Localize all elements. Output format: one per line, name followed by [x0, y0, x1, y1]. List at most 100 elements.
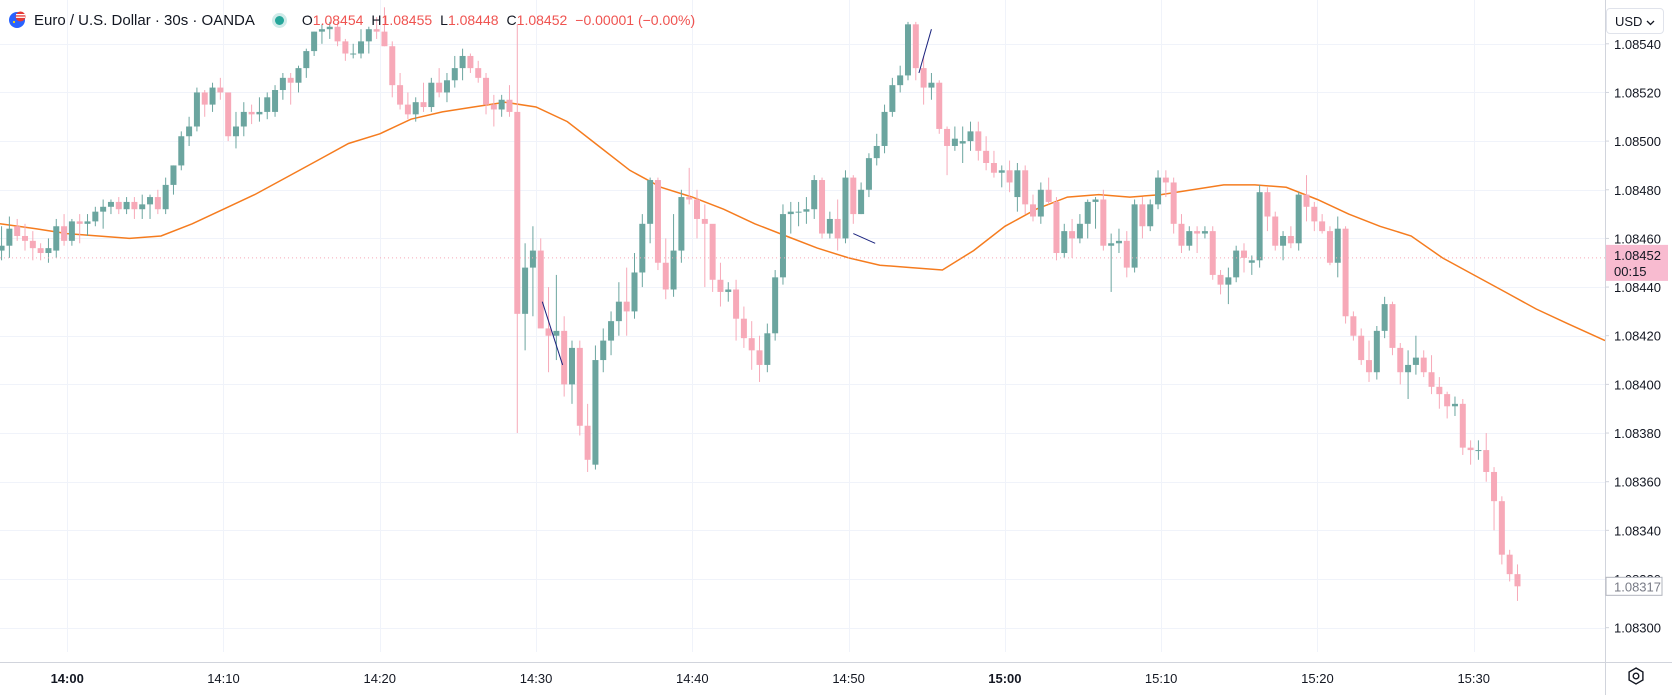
secondary-price-tag-price: 1.08317: [1614, 579, 1661, 594]
price-tick-label: 1.08520: [1614, 85, 1661, 100]
candle-body: [318, 29, 325, 32]
candle: [1295, 192, 1302, 251]
candle: [1045, 177, 1052, 205]
candle-body: [1115, 240, 1122, 244]
candle-body: [1084, 201, 1091, 224]
candle-body: [279, 77, 286, 91]
candle-body: [1092, 199, 1099, 202]
candle: [1373, 326, 1380, 380]
candle: [1256, 184, 1263, 268]
candle: [1014, 163, 1021, 212]
candle: [272, 85, 279, 117]
candle-body: [772, 277, 779, 334]
candle: [84, 214, 91, 236]
candle-body: [967, 131, 974, 142]
candle: [1350, 311, 1357, 341]
annotations-layer: [541, 29, 932, 366]
candle-body: [1295, 194, 1302, 244]
candle: [615, 282, 622, 336]
candle: [733, 279, 740, 341]
candle-body: [1373, 330, 1380, 373]
candle: [459, 48, 466, 81]
currency-selector[interactable]: USD: [1606, 8, 1664, 34]
candle-body: [819, 180, 826, 234]
candle: [1303, 175, 1310, 222]
candle-body: [631, 272, 638, 312]
candle: [45, 238, 52, 263]
candle: [14, 218, 21, 241]
candle-body: [779, 214, 786, 278]
euro-dollar-flag-icon: [8, 11, 26, 29]
time-tick-label: 14:50: [832, 671, 865, 686]
candle-body: [365, 29, 372, 42]
candle-body: [1233, 250, 1240, 278]
candle-body: [850, 177, 857, 215]
candle: [209, 82, 216, 112]
candle: [756, 335, 763, 382]
symbol-title[interactable]: Euro / U.S. Dollar · 30s · OANDA: [34, 11, 255, 29]
chart-settings-button[interactable]: [1622, 664, 1650, 692]
candle-body: [1272, 216, 1279, 246]
candle: [326, 21, 333, 39]
candle: [311, 31, 318, 56]
candle-body: [670, 250, 677, 290]
candle-body: [1319, 221, 1326, 232]
candle-body: [459, 55, 466, 69]
price-axis: 1.083001.083201.083401.083601.083801.084…: [1605, 37, 1661, 636]
candle: [178, 131, 185, 171]
candle-body: [897, 75, 904, 86]
candle: [287, 72, 294, 105]
candle-body: [514, 111, 521, 314]
candle-body: [326, 26, 333, 30]
candle-body: [61, 226, 68, 241]
candle-body: [936, 82, 943, 129]
candle: [389, 41, 396, 98]
candle-body: [1045, 189, 1052, 202]
candle-body: [475, 68, 482, 78]
candle: [358, 29, 365, 59]
candle: [334, 21, 341, 47]
close-label: C: [506, 12, 517, 28]
candle-body: [1108, 243, 1115, 246]
candle: [576, 340, 583, 436]
candle: [803, 197, 810, 224]
candle-body: [295, 68, 302, 83]
time-tick-label: 15:00: [988, 671, 1021, 686]
moving-average-line: [0, 101, 1606, 342]
candle-body: [529, 250, 536, 268]
candle: [912, 21, 919, 81]
candle-body: [287, 77, 294, 83]
candle-body: [826, 218, 833, 234]
candle: [904, 21, 911, 81]
candle-body: [154, 197, 161, 210]
trendline: [853, 233, 876, 244]
candle: [1405, 350, 1412, 399]
candle-body: [178, 136, 185, 166]
candle-body: [1053, 201, 1060, 254]
candle-body: [84, 221, 91, 224]
candle-body: [1155, 177, 1162, 205]
candle: [631, 253, 638, 319]
candle-body: [483, 77, 490, 105]
candle-body: [990, 163, 997, 173]
candle-body: [623, 301, 630, 312]
candle-body: [881, 111, 888, 146]
candle-body: [311, 31, 318, 52]
candle: [1233, 245, 1240, 283]
candle: [561, 316, 568, 397]
candle: [1483, 433, 1490, 482]
candle: [826, 211, 833, 239]
candle: [1162, 170, 1169, 198]
candle-body: [1248, 260, 1255, 263]
candle: [100, 199, 107, 229]
candle-body: [1022, 170, 1029, 205]
candle-body: [373, 29, 380, 32]
candle: [1030, 194, 1037, 222]
candle: [787, 201, 794, 234]
candle: [623, 267, 630, 336]
candle: [897, 65, 904, 93]
candle-body: [436, 82, 443, 93]
candle-body: [983, 150, 990, 163]
